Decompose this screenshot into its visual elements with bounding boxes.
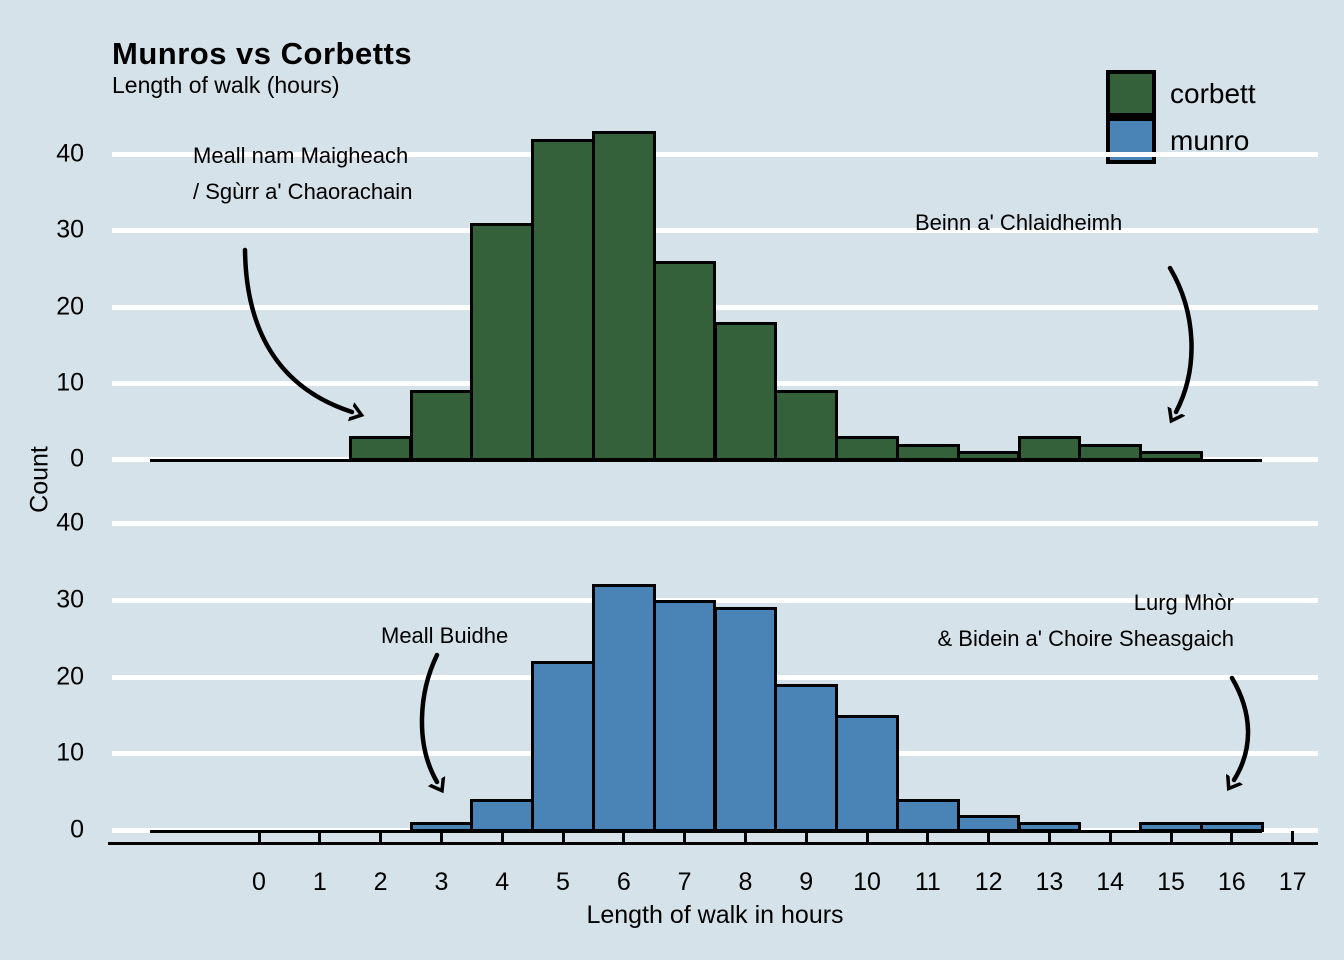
histogram-bar-corbett-10	[835, 436, 899, 461]
histogram-bar-munro-7	[652, 599, 717, 832]
legend-item-corbett: corbett	[1106, 70, 1256, 117]
x-tick-label: 2	[373, 868, 388, 896]
x-axis-tick	[1108, 831, 1112, 842]
arrow-meall-nam-maigheach	[242, 247, 352, 412]
annotation-line: & Bidein a' Choire Sheasgaich	[937, 626, 1235, 651]
histogram-bar-corbett-2	[348, 436, 413, 461]
annotation-line: Lurg Mhòr	[1133, 590, 1234, 615]
x-axis-line	[108, 842, 1318, 845]
annotation-beinn-a-chlaidheimh: Beinn a' Chlaidheimh	[915, 205, 1122, 241]
x-axis-tick	[743, 831, 747, 842]
panel-baseline	[150, 830, 1262, 833]
histogram-bar-corbett-8	[713, 321, 778, 461]
annotation-meall-buidhe: Meall Buidhe	[381, 618, 508, 654]
x-axis-tick	[1291, 831, 1295, 842]
y-tick-label: 30	[56, 585, 84, 614]
x-axis-tick	[1169, 831, 1173, 842]
histogram-bar-corbett-7	[652, 260, 717, 461]
x-tick-label: 9	[799, 868, 814, 896]
y-tick-label: 0	[70, 444, 84, 473]
y-gridline	[112, 521, 1318, 526]
annotation-meall-nam-maigheach: Meall nam Maigheach / Sgùrr a' Chaoracha…	[193, 138, 412, 210]
histogram-bar-corbett-3	[409, 390, 474, 461]
chart-title: Munros vs Corbetts	[112, 36, 413, 71]
arrow-lurg-mhor	[1232, 675, 1251, 780]
x-tick-label: 14	[1096, 868, 1125, 896]
x-tick-label: 5	[556, 868, 570, 896]
x-tick-label: 13	[1035, 868, 1064, 896]
annotation-line: Meall Buidhe	[381, 623, 509, 648]
x-axis-tick	[257, 831, 261, 842]
x-axis-tick	[439, 831, 443, 842]
legend-item-munro: munro	[1106, 117, 1256, 164]
x-tick-label: 7	[677, 868, 692, 896]
histogram-bar-munro-6	[591, 584, 656, 832]
y-gridline	[112, 152, 1318, 157]
panel-baseline	[150, 459, 1262, 462]
x-axis-tick	[500, 831, 504, 842]
x-axis-tick	[622, 831, 626, 842]
y-tick-label: 20	[56, 292, 84, 320]
annotation-line: Meall nam Maigheach	[193, 143, 409, 168]
x-tick-label: 12	[974, 868, 1003, 896]
legend: corbett munro	[1106, 70, 1256, 164]
arrow-beinn-a-chlaidheimh	[1170, 265, 1194, 412]
x-axis-tick	[1230, 831, 1234, 842]
x-axis-title: Length of walk in hours	[586, 901, 844, 929]
y-tick-label: 0	[70, 815, 84, 844]
x-axis-tick	[318, 831, 322, 842]
x-tick-label: 8	[738, 868, 753, 896]
y-tick-label: 20	[56, 662, 84, 690]
y-axis-title: Count	[25, 446, 54, 513]
x-tick-label: 11	[914, 868, 941, 896]
x-tick-label: 6	[616, 868, 631, 896]
histogram-bar-corbett-5	[531, 138, 595, 461]
x-axis-tick	[561, 831, 565, 842]
x-axis-tick	[804, 831, 808, 842]
x-tick-label: 16	[1217, 868, 1246, 896]
histogram-bar-munro-5	[531, 661, 595, 832]
histogram-bar-munro-9	[774, 684, 839, 832]
histogram-bar-munro-4	[470, 799, 535, 832]
y-tick-label: 10	[56, 368, 84, 397]
x-tick-label: 17	[1278, 868, 1307, 896]
histogram-bar-corbett-13	[1017, 436, 1082, 461]
legend-swatch-corbett	[1106, 70, 1156, 117]
annotation-line: Beinn a' Chlaidheimh	[915, 210, 1123, 235]
x-axis-tick	[1047, 831, 1051, 842]
histogram-bar-corbett-6	[591, 131, 656, 461]
x-tick-label: 4	[495, 868, 510, 896]
x-tick-label: 0	[252, 868, 266, 896]
annotation-lurg-mhor: Lurg Mhòr & Bidein a' Choire Sheasgaich	[860, 585, 1235, 657]
histogram-bar-corbett-9	[774, 390, 839, 461]
x-axis-tick	[926, 831, 930, 842]
chart-subtitle: Length of walk (hours)	[112, 72, 340, 98]
x-tick-label: 15	[1157, 868, 1185, 896]
y-tick-label: 40	[56, 508, 84, 537]
annotation-line: / Sgùrr a' Chaorachain	[193, 179, 413, 204]
x-axis-tick	[683, 831, 687, 842]
legend-label-corbett: corbett	[1170, 77, 1256, 109]
x-tick-label: 1	[312, 868, 327, 896]
y-gridline	[112, 228, 1318, 234]
y-tick-label: 10	[56, 738, 84, 767]
histogram-bar-munro-10	[835, 714, 899, 832]
histogram-bar-corbett-4	[470, 222, 535, 461]
histogram-bar-munro-11	[895, 799, 960, 832]
legend-label-munro: munro	[1170, 124, 1250, 156]
x-axis-tick	[379, 831, 383, 842]
x-axis-tick	[865, 831, 869, 842]
x-axis-tick	[987, 831, 991, 842]
histogram-bar-munro-8	[713, 607, 778, 832]
y-tick-label: 30	[56, 215, 84, 244]
x-tick-label: 3	[434, 868, 449, 896]
y-tick-label: 40	[56, 139, 84, 168]
x-tick-label: 10	[853, 868, 881, 896]
